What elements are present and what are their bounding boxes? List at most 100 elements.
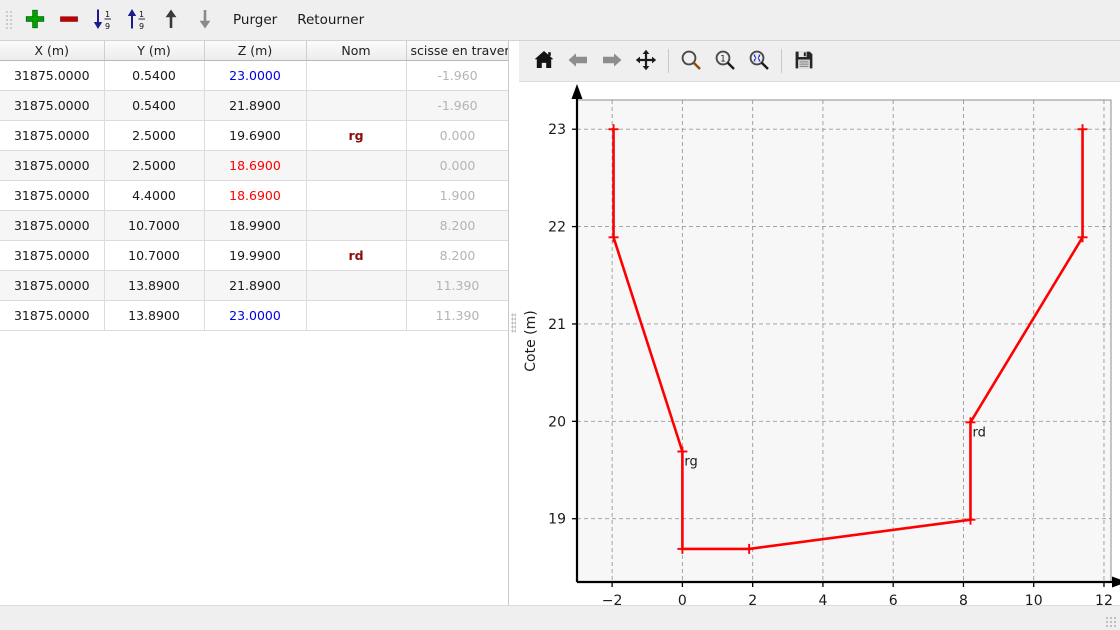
purge-button[interactable]: Purger — [224, 6, 286, 34]
toolbar-separator — [781, 49, 782, 73]
cell-z[interactable]: 21.8900 — [204, 270, 307, 301]
remove-row-button[interactable] — [52, 4, 86, 36]
cell-x[interactable]: 31875.0000 — [0, 90, 105, 121]
cell-y[interactable]: 13.8900 — [104, 270, 205, 301]
table-row[interactable]: 31875.0000 0.5400 23.0000 -1.960 — [0, 60, 508, 91]
cell-abscisse[interactable]: 11.390 — [406, 270, 508, 301]
cross-section-chart[interactable]: −20246810121920212223Abscisse en travers… — [519, 82, 1120, 605]
zoom-button[interactable] — [674, 45, 708, 77]
y-tick-label: 20 — [548, 414, 566, 430]
y-tick-label: 19 — [548, 512, 566, 528]
x-tick-label: −2 — [602, 593, 623, 605]
svg-text:1: 1 — [720, 54, 725, 64]
table-row[interactable]: 31875.0000 2.5000 18.6900 0.000 — [0, 150, 508, 181]
x-tick-label: 10 — [1025, 593, 1043, 605]
toolbar-separator — [668, 49, 669, 73]
cell-nom[interactable] — [306, 60, 407, 91]
cell-nom[interactable] — [306, 270, 407, 301]
plus-icon — [24, 8, 46, 33]
move-up-button[interactable] — [154, 4, 188, 36]
x-tick-label: 2 — [748, 593, 757, 605]
save-button[interactable] — [787, 45, 821, 77]
arrow-up-icon — [160, 8, 182, 33]
cell-abscisse[interactable]: 8.200 — [406, 210, 508, 241]
cell-nom[interactable]: rg — [306, 120, 407, 151]
cell-nom[interactable] — [306, 300, 407, 331]
move-down-button[interactable] — [188, 4, 222, 36]
panel-splitter[interactable] — [509, 41, 519, 605]
forward-button[interactable] — [595, 45, 629, 77]
cell-z[interactable]: 18.9900 — [204, 210, 307, 241]
cell-x[interactable]: 31875.0000 — [0, 60, 105, 91]
table-row[interactable]: 31875.0000 13.8900 23.0000 11.390 — [0, 300, 508, 331]
splitter-handle[interactable] — [511, 313, 516, 333]
cell-x[interactable]: 31875.0000 — [0, 180, 105, 211]
cell-y[interactable]: 10.7000 — [104, 210, 205, 241]
cell-abscisse[interactable]: 1.900 — [406, 180, 508, 211]
cell-z[interactable]: 19.9900 — [204, 240, 307, 271]
cell-abscisse[interactable]: -1.960 — [406, 60, 508, 91]
column-header-abscisse[interactable]: scisse en travers — [406, 41, 508, 61]
table-row[interactable]: 31875.0000 10.7000 19.9900 rd 8.200 — [0, 240, 508, 271]
cell-z[interactable]: 23.0000 — [204, 300, 307, 331]
cell-z[interactable]: 18.6900 — [204, 180, 307, 211]
axes — [571, 84, 1120, 588]
cell-y[interactable]: 2.5000 — [104, 120, 205, 151]
cell-z[interactable]: 18.6900 — [204, 150, 307, 181]
zoom-one-to-one-button[interactable]: 1 — [708, 45, 742, 77]
cell-nom[interactable] — [306, 90, 407, 121]
x-tick-label: 12 — [1095, 593, 1113, 605]
cell-abscisse[interactable]: 8.200 — [406, 240, 508, 271]
cell-x[interactable]: 31875.0000 — [0, 300, 105, 331]
pan-button[interactable] — [629, 45, 663, 77]
cell-abscisse[interactable]: 0.000 — [406, 120, 508, 151]
table-row[interactable]: 31875.0000 13.8900 21.8900 11.390 — [0, 270, 508, 301]
y-axis-label: Cote (m) — [523, 310, 539, 371]
cell-nom[interactable] — [306, 210, 407, 241]
cell-x[interactable]: 31875.0000 — [0, 210, 105, 241]
column-header-y[interactable]: Y (m) — [104, 41, 205, 61]
column-header-nom[interactable]: Nom — [306, 41, 407, 61]
column-header-x[interactable]: X (m) — [0, 41, 105, 61]
cell-nom[interactable] — [306, 150, 407, 181]
window-resize-grip[interactable] — [1105, 616, 1117, 628]
point-annotation: rg — [684, 455, 697, 470]
toolbar-drag-handle[interactable] — [4, 9, 14, 31]
cross-section-figure[interactable]: −20246810121920212223Abscisse en travers… — [519, 82, 1120, 605]
main-toolbar: 1 9 1 9 — [0, 0, 1120, 41]
cell-z[interactable]: 21.8900 — [204, 90, 307, 121]
cell-abscisse[interactable]: 11.390 — [406, 300, 508, 331]
cell-nom[interactable]: rd — [306, 240, 407, 271]
return-button[interactable]: Retourner — [288, 6, 373, 34]
cell-abscisse[interactable]: -1.960 — [406, 90, 508, 121]
cell-y[interactable]: 2.5000 — [104, 150, 205, 181]
back-button[interactable] — [561, 45, 595, 77]
add-row-button[interactable] — [18, 4, 52, 36]
cell-y[interactable]: 0.5400 — [104, 60, 205, 91]
cell-x[interactable]: 31875.0000 — [0, 240, 105, 271]
cell-y[interactable]: 4.4000 — [104, 180, 205, 211]
cell-nom[interactable] — [306, 180, 407, 211]
table-row[interactable]: 31875.0000 0.5400 21.8900 -1.960 — [0, 90, 508, 121]
cell-x[interactable]: 31875.0000 — [0, 120, 105, 151]
sort-descending-button[interactable]: 1 9 — [86, 4, 120, 36]
column-header-z[interactable]: Z (m) — [204, 41, 307, 61]
table-empty-area — [0, 331, 508, 605]
y-tick-label: 21 — [548, 317, 566, 333]
svg-text:1: 1 — [105, 10, 110, 19]
cell-z[interactable]: 19.6900 — [204, 120, 307, 151]
home-button[interactable] — [527, 45, 561, 77]
cell-y[interactable]: 13.8900 — [104, 300, 205, 331]
cell-y[interactable]: 0.5400 — [104, 90, 205, 121]
sort-ascending-button[interactable]: 1 9 — [120, 4, 154, 36]
table-row[interactable]: 31875.0000 2.5000 19.6900 rg 0.000 — [0, 120, 508, 151]
cell-x[interactable]: 31875.0000 — [0, 150, 105, 181]
svg-text:1: 1 — [139, 10, 144, 19]
table-row[interactable]: 31875.0000 10.7000 18.9900 8.200 — [0, 210, 508, 241]
cell-z[interactable]: 23.0000 — [204, 60, 307, 91]
zoom-fit-button[interactable] — [742, 45, 776, 77]
cell-x[interactable]: 31875.0000 — [0, 270, 105, 301]
table-row[interactable]: 31875.0000 4.4000 18.6900 1.900 — [0, 180, 508, 211]
cell-abscisse[interactable]: 0.000 — [406, 150, 508, 181]
cell-y[interactable]: 10.7000 — [104, 240, 205, 271]
